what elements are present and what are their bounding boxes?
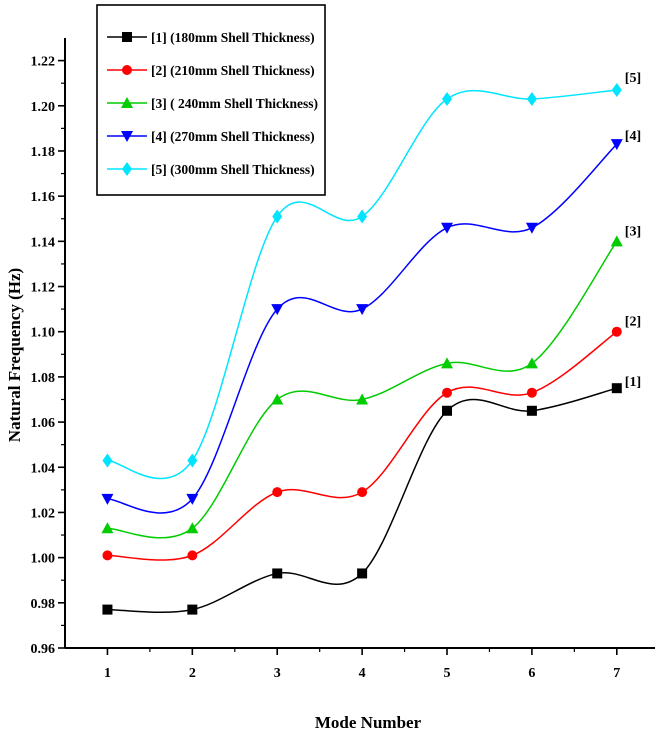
- data-point: [611, 383, 622, 394]
- y-tick-label: 1.18: [31, 145, 56, 160]
- data-point: [271, 393, 284, 405]
- legend-label: [4] (270mm Shell Thickness): [151, 129, 315, 144]
- legend-label: [3] ( 240mm Shell Thickness): [151, 96, 318, 111]
- data-point: [611, 82, 622, 97]
- series-end-label: [5]: [625, 71, 641, 86]
- data-point: [187, 453, 198, 468]
- series-layer: [101, 82, 623, 615]
- legend-marker: [122, 162, 132, 176]
- y-tick-label: 1.08: [31, 371, 56, 386]
- data-point: [101, 493, 114, 505]
- data-point: [442, 387, 453, 398]
- legend-marker: [121, 97, 133, 108]
- data-point: [610, 235, 623, 247]
- data-point: [102, 550, 113, 561]
- x-tick-label: 5: [444, 666, 451, 681]
- data-point: [102, 453, 113, 468]
- y-tick-label: 1.16: [31, 190, 56, 205]
- y-tick-label: 1.06: [31, 416, 56, 431]
- y-tick-label: 1.10: [31, 326, 56, 341]
- y-tick-label: 1.14: [31, 235, 56, 250]
- series-4: [101, 139, 623, 514]
- data-point: [526, 387, 537, 398]
- series-end-label: [4]: [625, 129, 641, 144]
- data-point: [525, 357, 538, 369]
- y-tick-label: 1.12: [31, 281, 56, 296]
- data-point: [357, 487, 368, 498]
- series-2: [102, 326, 622, 561]
- legend-label: [2] (210mm Shell Thickness): [151, 63, 315, 78]
- data-point: [272, 568, 283, 579]
- data-point: [610, 139, 623, 151]
- data-point: [102, 604, 113, 615]
- series-line: [107, 387, 617, 613]
- series-end-label: [1]: [625, 375, 641, 390]
- data-point: [441, 357, 454, 369]
- data-point: [442, 92, 453, 106]
- series-1: [102, 383, 622, 615]
- y-axis-title: Natural Frequency (Hz): [5, 268, 24, 442]
- axes: 0.96 0.98 1.00 1.02 1.04 1.06 1.08 1.10 1.12 1.14…: [31, 38, 655, 681]
- end-labels: [1] [2] [3] [4] [5]: [625, 71, 641, 390]
- series-line: [107, 331, 618, 561]
- x-axis-title: Mode Number: [315, 713, 422, 732]
- data-point: [271, 304, 284, 316]
- x-tick-label: 1: [104, 666, 111, 681]
- series-5: [102, 82, 622, 480]
- legend-marker: [122, 32, 132, 42]
- data-point: [186, 522, 199, 534]
- data-point: [611, 326, 622, 337]
- data-point: [526, 405, 537, 416]
- y-tick-label: 1.02: [31, 506, 56, 521]
- data-point: [187, 550, 198, 561]
- x-tick-label: 6: [528, 666, 535, 681]
- data-point: [356, 393, 369, 405]
- data-point: [441, 222, 454, 234]
- data-point: [357, 209, 368, 224]
- data-point: [186, 493, 199, 505]
- legend-label: [1] (180mm Shell Thickness): [151, 30, 315, 45]
- x-tick-label: 7: [613, 666, 620, 681]
- series-line: [107, 143, 618, 514]
- data-point: [442, 405, 453, 416]
- series-3: [101, 235, 623, 539]
- data-point: [272, 487, 283, 498]
- legend-marker: [122, 65, 132, 75]
- x-tick-label: 2: [189, 666, 196, 681]
- y-tick-label: 0.96: [31, 642, 56, 657]
- y-tick-label: 1.22: [31, 55, 56, 70]
- data-point: [101, 522, 114, 534]
- data-point: [357, 568, 368, 579]
- legend-marker: [121, 131, 133, 142]
- data-point: [272, 209, 283, 224]
- legend-label: [5] (300mm Shell Thickness): [151, 162, 315, 177]
- series-end-label: [3]: [625, 224, 641, 239]
- data-point: [525, 222, 538, 234]
- data-point: [526, 92, 537, 106]
- y-tick-label: 0.98: [31, 597, 56, 612]
- x-tick-label: 3: [274, 666, 281, 681]
- series-end-label: [2]: [625, 315, 641, 330]
- legend: [1] (180mm Shell Thickness) [2] (210mm Sh…: [96, 4, 326, 196]
- x-tick-label: 4: [359, 666, 366, 681]
- y-tick-label: 1.20: [31, 100, 56, 115]
- data-point: [356, 304, 369, 316]
- y-tick-label: 1.00: [31, 552, 56, 567]
- y-tick-label: 1.04: [31, 461, 56, 476]
- data-point: [187, 604, 198, 615]
